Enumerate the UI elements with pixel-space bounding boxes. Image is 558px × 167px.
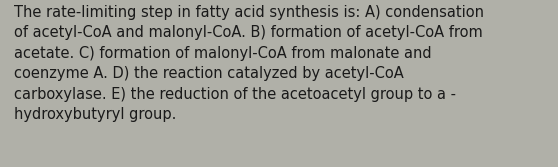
Text: The rate-limiting step in fatty acid synthesis is: A) condensation
of acetyl-CoA: The rate-limiting step in fatty acid syn…	[14, 5, 484, 122]
